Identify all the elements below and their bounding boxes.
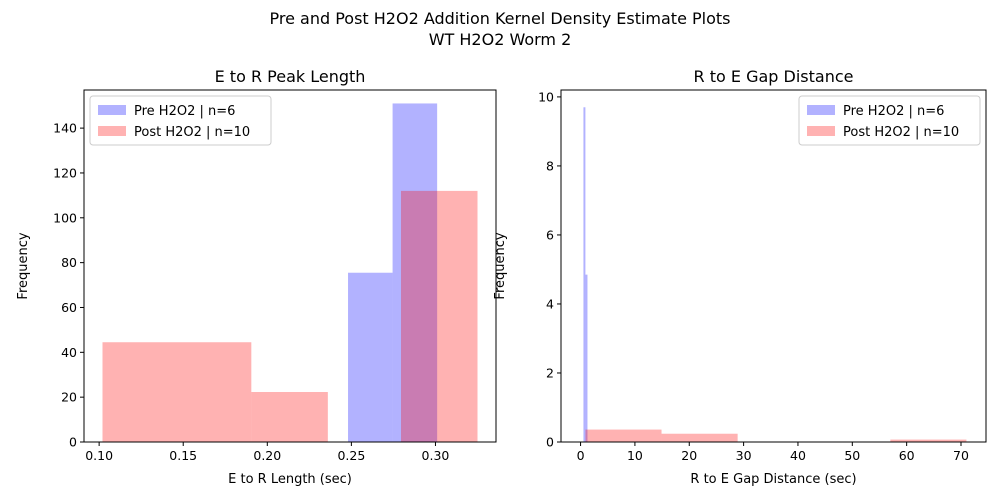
- x-tick-label: 0: [577, 448, 585, 463]
- legend-label-pre: Pre H2O2 | n=6: [134, 104, 235, 119]
- bar-pre-1: [348, 272, 393, 442]
- legend-swatch-pre: [98, 105, 126, 115]
- x-tick-label: 30: [736, 448, 752, 463]
- legend-label-post: Post H2O2 | n=10: [134, 125, 250, 140]
- y-tick-label: 6: [546, 227, 554, 242]
- legend-label-pre: Pre H2O2 | n=6: [843, 104, 944, 119]
- bar-post-1: [585, 429, 662, 442]
- bar-pre-2: [585, 274, 588, 442]
- x-tick-label: 0.30: [422, 448, 450, 463]
- bar-pre-1: [583, 107, 586, 442]
- legend: Pre H2O2 | n=6 Post H2O2 | n=10: [89, 95, 272, 146]
- bar-post-1: [102, 342, 252, 442]
- axes-frame: [83, 89, 497, 443]
- y-tick-label: 20: [61, 390, 77, 405]
- axes-title: E to R Peak Length: [215, 67, 366, 86]
- y-tick-label: 40: [61, 345, 77, 360]
- y-tick-label: 2: [546, 365, 554, 380]
- axes-frame: [560, 89, 987, 443]
- axes-title: R to E Gap Distance: [694, 67, 854, 86]
- legend-label-post: Post H2O2 | n=10: [843, 125, 959, 140]
- legend-swatch-post: [98, 126, 126, 136]
- legend: Pre H2O2 | n=6 Post H2O2 | n=10: [798, 95, 981, 146]
- legend-box: [89, 95, 272, 146]
- x-tick-label: 0.25: [337, 448, 365, 463]
- y-tick-label: 10: [538, 89, 554, 104]
- y-axis-label: Frequency: [493, 232, 508, 299]
- x-tick-label: 70: [953, 448, 969, 463]
- y-tick-label: 140: [53, 121, 77, 136]
- bar-post-3: [400, 190, 478, 442]
- y-axis-label: Frequency: [16, 232, 31, 299]
- bar-post-2: [251, 392, 328, 442]
- y-tick-label: 120: [53, 165, 77, 180]
- x-axis-label: E to R Length (sec): [228, 472, 352, 487]
- y-tick-label: 4: [546, 296, 554, 311]
- chart-panel-2: 0 10 20 30 40 50 60 70 0 2 4 6 8 10 R to E Gap Distanc…: [493, 67, 987, 487]
- x-axis-label: R to E Gap Distance (sec): [690, 472, 856, 487]
- figure-title: Pre and Post H2O2 Addition Kernel Densit…: [0, 8, 1000, 50]
- x-tick-label: 50: [844, 448, 860, 463]
- legend-swatch-post: [807, 126, 835, 136]
- x-tick-label: 0.10: [85, 448, 113, 463]
- bar-pre-2: [392, 103, 438, 442]
- x-tick-label: 60: [899, 448, 915, 463]
- y-tick-label: 100: [53, 210, 77, 225]
- y-tick-label: 8: [546, 158, 554, 173]
- x-tick-label: 40: [790, 448, 806, 463]
- x-tick-label: 10: [627, 448, 643, 463]
- x-tick-label: 20: [681, 448, 697, 463]
- y-tick-label: 0: [546, 435, 554, 450]
- legend-box: [798, 95, 981, 146]
- y-tick-label: 0: [69, 435, 77, 450]
- bar-post-3: [890, 439, 967, 442]
- legend-swatch-pre: [807, 105, 835, 115]
- y-tick-label: 60: [61, 300, 77, 315]
- y-tick-label: 80: [61, 255, 77, 270]
- chart-panel-1: 0.10 0.15 0.20 0.25 0.30 0 20 40 60 80 100 120 140 E …: [16, 67, 497, 487]
- bar-post-2: [661, 433, 738, 442]
- figure-suptitle-line2: WT H2O2 Worm 2: [428, 30, 572, 49]
- figure-suptitle-line1: Pre and Post H2O2 Addition Kernel Densit…: [269, 9, 731, 28]
- x-tick-label: 0.15: [169, 448, 197, 463]
- x-tick-label: 0.20: [253, 448, 281, 463]
